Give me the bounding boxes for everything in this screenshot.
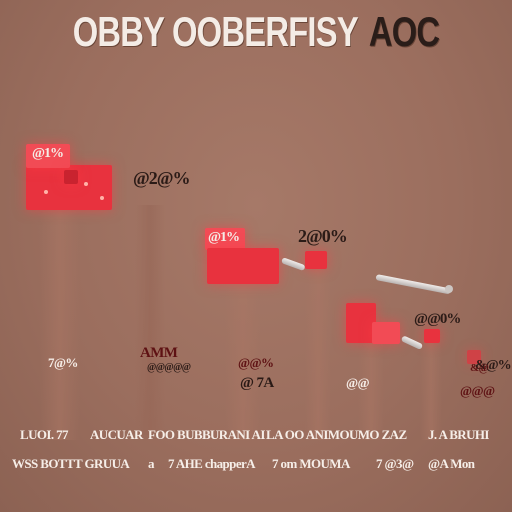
row1-label: FOO BUBBURANI AI bbox=[148, 427, 265, 442]
row2-label: 7 AHE chapperA bbox=[168, 456, 256, 471]
red-block[interactable] bbox=[424, 329, 440, 343]
game-title: OBBY OOBERFISY AOC bbox=[56, 8, 455, 56]
pillar-5 bbox=[420, 340, 442, 440]
red-block[interactable] bbox=[64, 170, 78, 184]
rod bbox=[280, 257, 306, 272]
floor-label: &@ bbox=[470, 362, 489, 374]
row1-label: LUOI. 77 bbox=[20, 427, 69, 442]
stage-4-side-label: &@% bbox=[475, 358, 512, 373]
red-block[interactable] bbox=[467, 350, 481, 364]
row2-label: WSS BOTTT GRUUA bbox=[12, 456, 130, 471]
stage-2-side-label: 2@0% bbox=[298, 226, 348, 246]
stage-1-side-label: @2@% bbox=[133, 168, 190, 188]
row2-label: @A Mon bbox=[428, 456, 475, 471]
spark-icon bbox=[100, 196, 104, 200]
rod-tip-icon bbox=[445, 285, 453, 293]
row1-label: LA OO ANIMOUMO ZAZ bbox=[266, 427, 407, 442]
pillar-1 bbox=[40, 200, 80, 440]
pillar-2 bbox=[225, 275, 261, 440]
title-text: OBBY OOBERFISY bbox=[72, 8, 359, 55]
red-block[interactable] bbox=[346, 303, 376, 343]
red-block[interactable] bbox=[207, 248, 279, 284]
red-block[interactable] bbox=[26, 144, 70, 168]
row1-label: J. A BRUHI bbox=[428, 427, 489, 442]
spark-icon bbox=[44, 190, 48, 194]
stage-2-top-label: @1% bbox=[208, 230, 240, 245]
red-block[interactable] bbox=[305, 251, 327, 269]
row2-label: 7 om MOUMA bbox=[272, 456, 350, 471]
floor-label: @@@ bbox=[460, 383, 495, 398]
spark-icon bbox=[84, 182, 88, 186]
pillar-4 bbox=[358, 340, 384, 440]
row2-label: 7 @3@ bbox=[376, 456, 414, 471]
pillar-1b bbox=[135, 205, 165, 435]
row2-label: a bbox=[148, 456, 154, 471]
floor-label: AMM bbox=[140, 345, 178, 361]
floor-label: @@@@@ bbox=[147, 362, 191, 373]
floor-label: 7@% bbox=[48, 355, 78, 370]
red-block[interactable] bbox=[372, 322, 400, 344]
rod bbox=[375, 274, 452, 295]
row1-label: AUCUAR bbox=[90, 427, 143, 442]
title-suffix: AOC bbox=[368, 8, 440, 55]
rod bbox=[400, 335, 424, 351]
floor-label: @@ bbox=[346, 375, 370, 390]
floor-label: @@% bbox=[238, 355, 274, 370]
red-block[interactable] bbox=[205, 228, 245, 250]
stage-3-side-label: @@0% bbox=[414, 311, 461, 327]
pillar-3 bbox=[305, 265, 331, 440]
floor-label: @ 7A bbox=[240, 375, 274, 391]
stage-1-top-label: @1% bbox=[32, 146, 64, 161]
